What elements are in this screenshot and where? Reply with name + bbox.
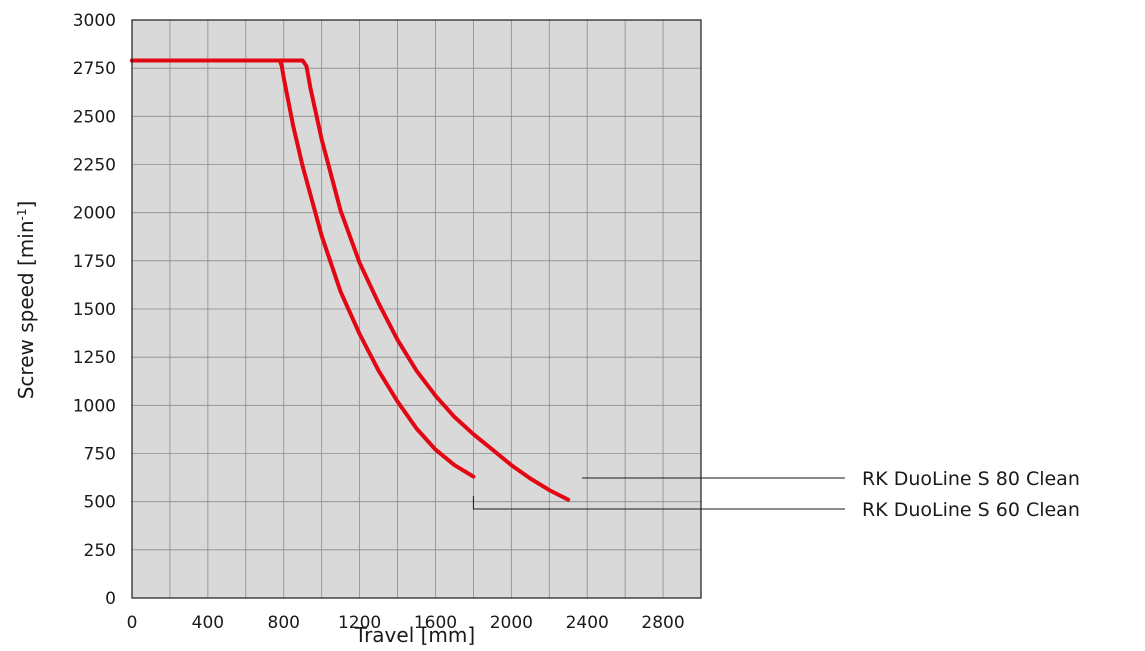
y-tick-label: 2000 <box>73 204 116 224</box>
y-tick-label: 250 <box>84 541 116 561</box>
series-line-s80 <box>130 58 571 502</box>
x-axis-title: Travel [mm] <box>354 623 475 647</box>
y-tick-label: 1750 <box>73 252 116 272</box>
x-tick-label: 400 <box>192 613 224 633</box>
y-tick-label: 0 <box>105 589 116 609</box>
legend-label: RK DuoLine S 80 Clean <box>862 468 1080 490</box>
series-line-s60 <box>130 58 476 479</box>
y-tick-label: 500 <box>84 493 116 513</box>
legend-leaders <box>472 477 845 510</box>
y-tick-label: 3000 <box>73 11 116 31</box>
grid <box>131 19 702 599</box>
plot-frame <box>131 19 702 599</box>
y-tick-label: 1250 <box>73 348 116 368</box>
x-tick-label: 800 <box>268 613 300 633</box>
y-tick-label: 750 <box>84 445 116 465</box>
legend-label: RK DuoLine S 60 Clean <box>862 499 1080 521</box>
x-tick-label: 0 <box>127 613 138 633</box>
y-tick-label: 1000 <box>73 396 116 416</box>
y-tick-labels: 0 250 500 750 1000 1250 1500 1750 2000 2250 2500 27… <box>73 11 116 609</box>
x-tick-label: 1600 <box>414 613 457 633</box>
y-tick-label: 2250 <box>73 156 116 176</box>
y-tick-label: 2500 <box>73 107 116 127</box>
y-axis-title-main: Screw speed [min <box>14 220 38 399</box>
x-tick-labels: 0 400 800 1200 1600 2000 2400 2800 <box>127 613 685 633</box>
legend-leader-line <box>472 495 845 510</box>
legend-labels: RK DuoLine S 80 Clean RK DuoLine S 60 Cle… <box>862 468 1080 521</box>
x-tick-label: 2400 <box>566 613 609 633</box>
y-tick-label: 2750 <box>73 59 116 79</box>
y-axis-title: Screw speed [min-1] <box>14 201 38 400</box>
x-tick-label: 2800 <box>641 613 684 633</box>
x-tick-label: 1200 <box>338 613 381 633</box>
y-axis-title-close: ] <box>14 201 38 209</box>
series-lines <box>130 58 571 502</box>
x-tick-label: 2000 <box>490 613 533 633</box>
y-tick-label: 1500 <box>73 300 116 320</box>
y-axis-title-superscript: -1 <box>15 209 29 221</box>
